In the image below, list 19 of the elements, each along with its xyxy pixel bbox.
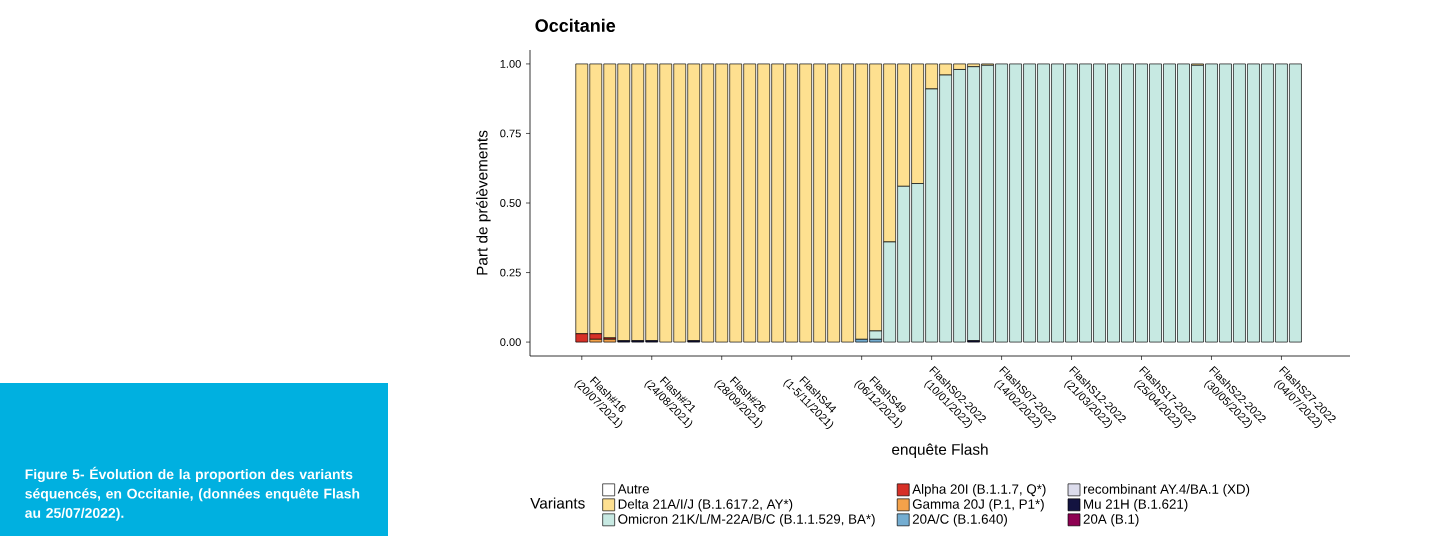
y-tick-label: 0.25	[500, 268, 521, 277]
y-tick-label: 0.50	[500, 199, 521, 207]
y-axis-title: Part de prélèvements	[476, 130, 491, 275]
legend-title: Variants	[530, 497, 585, 509]
legend-label: Mu 21H (B.1.621)	[1084, 498, 1188, 512]
y-tick-label: 0.00	[500, 338, 521, 347]
chart-title: Occitanie	[535, 18, 616, 32]
legend-label: 20A/C (B.1.640)	[912, 513, 1007, 527]
legend-label: recombinant AY.4/BA.1 (XD)	[1083, 484, 1250, 497]
legend-label: Omicron 21K/L/M-22A/B/C (B.1.1.529, BA*)	[618, 513, 875, 527]
legend-label: 20A (B.1)	[1083, 513, 1139, 527]
caption: Figure 5- Évolution de la proportion des variants séquencés, en Occitanie, (données enquête Flash au 25/07/2022).	[25, 466, 360, 521]
y-tick-label: 0.75	[500, 129, 521, 138]
x-axis-title: enquête Flash	[892, 443, 988, 458]
legend-label: Alpha 20I (B.1.1.7, Q*)	[912, 484, 1046, 497]
legend-label: Autre	[617, 484, 649, 494]
legend-label: Gamma 20J (P.1, P1*)	[912, 498, 1044, 512]
legend-label: Delta 21A/I/J (B.1.617.2, AY*)	[618, 498, 793, 512]
y-tick-label: 1.00	[500, 60, 521, 68]
